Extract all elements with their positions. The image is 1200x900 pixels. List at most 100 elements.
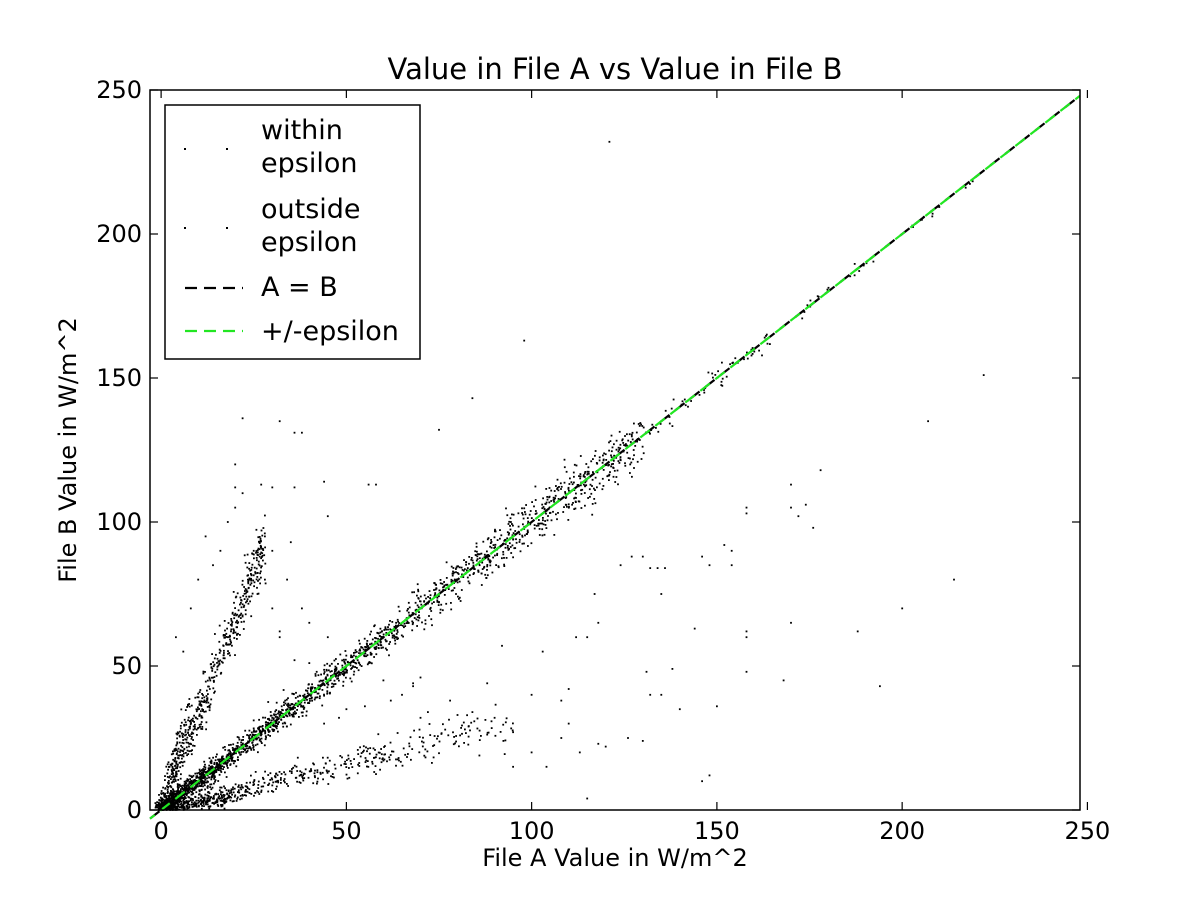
data-point: [480, 735, 482, 737]
data-point: [300, 774, 302, 776]
data-point: [435, 587, 438, 590]
data-point: [176, 765, 179, 768]
data-point: [506, 514, 509, 517]
x-tick-label: 250: [1065, 817, 1111, 845]
data-point: [208, 757, 211, 760]
data-point: [557, 489, 560, 492]
data-point: [245, 789, 247, 791]
data-point: [221, 805, 224, 807]
data-point: [154, 802, 157, 804]
data-point: [438, 595, 440, 598]
data-point: [630, 461, 633, 464]
data-point: [325, 668, 328, 671]
data-point: [550, 519, 553, 522]
data-point: [511, 729, 514, 732]
data-point: [326, 771, 329, 774]
data-point: [474, 550, 477, 553]
data-point: [636, 440, 638, 443]
data-point: [215, 762, 218, 764]
data-point: [197, 578, 200, 581]
data-point: [385, 632, 388, 634]
data-point: [625, 443, 627, 445]
data-point: [329, 670, 332, 673]
data-point: [202, 768, 205, 770]
data-point: [175, 799, 177, 802]
data-point: [358, 762, 361, 764]
data-point: [533, 524, 536, 526]
data-point: [598, 482, 601, 485]
data-point: [258, 793, 261, 795]
data-point: [170, 792, 172, 795]
data-point: [195, 728, 198, 731]
data-point: [219, 760, 221, 763]
data-point: [195, 780, 198, 782]
data-point: [201, 697, 204, 700]
data-point: [259, 540, 262, 543]
data-point: [604, 453, 607, 456]
data-point: [512, 731, 514, 734]
data-point: [510, 727, 513, 730]
data-point: [635, 431, 638, 434]
data-point: [198, 715, 201, 717]
data-point: [242, 786, 244, 789]
data-point: [229, 638, 231, 641]
data-point: [271, 724, 274, 727]
data-point: [227, 652, 229, 655]
data-point: [245, 589, 248, 592]
data-point: [417, 590, 420, 593]
data-point: [290, 770, 293, 773]
data-point: [629, 441, 632, 443]
data-point: [402, 635, 404, 638]
data-point: [259, 572, 261, 575]
data-point: [511, 513, 513, 516]
data-point: [598, 459, 601, 462]
data-point: [256, 549, 259, 551]
data-point: [161, 799, 164, 802]
data-point: [388, 758, 391, 761]
data-point: [258, 578, 261, 581]
data-point: [201, 708, 204, 711]
data-point: [194, 772, 197, 775]
data-point: [578, 751, 581, 754]
data-point: [204, 788, 206, 791]
data-point: [340, 764, 342, 767]
data-point: [213, 770, 215, 773]
data-point: [175, 749, 178, 751]
data-point: [314, 776, 316, 779]
data-point: [452, 570, 454, 573]
data-point: [303, 701, 306, 704]
data-point: [250, 573, 252, 575]
data-point: [313, 763, 315, 766]
data-point: [541, 534, 544, 537]
data-point: [219, 799, 222, 802]
data-point: [189, 778, 192, 780]
data-point: [203, 710, 206, 713]
data-point: [160, 790, 163, 792]
data-point: [360, 646, 363, 648]
data-point: [230, 641, 232, 644]
data-point: [220, 805, 223, 808]
data-point: [316, 780, 319, 783]
data-point: [377, 733, 380, 736]
data-point: [573, 475, 575, 478]
data-point: [174, 798, 176, 800]
data-point: [177, 747, 180, 750]
data-point: [234, 463, 237, 466]
data-point: [191, 806, 194, 808]
data-point: [224, 748, 227, 751]
data-point: [223, 766, 225, 768]
data-point: [208, 807, 211, 810]
x-tick-label: 200: [879, 817, 925, 845]
data-point: [413, 617, 416, 619]
data-point: [258, 540, 260, 543]
data-point: [235, 621, 237, 624]
data-point: [193, 786, 196, 789]
data-point: [282, 689, 285, 691]
data-point: [388, 623, 390, 626]
data-point: [199, 726, 201, 728]
data-point: [458, 745, 460, 748]
data-point: [443, 581, 445, 583]
data-point: [228, 643, 230, 646]
data-point: [274, 725, 277, 728]
data-point: [221, 765, 224, 768]
